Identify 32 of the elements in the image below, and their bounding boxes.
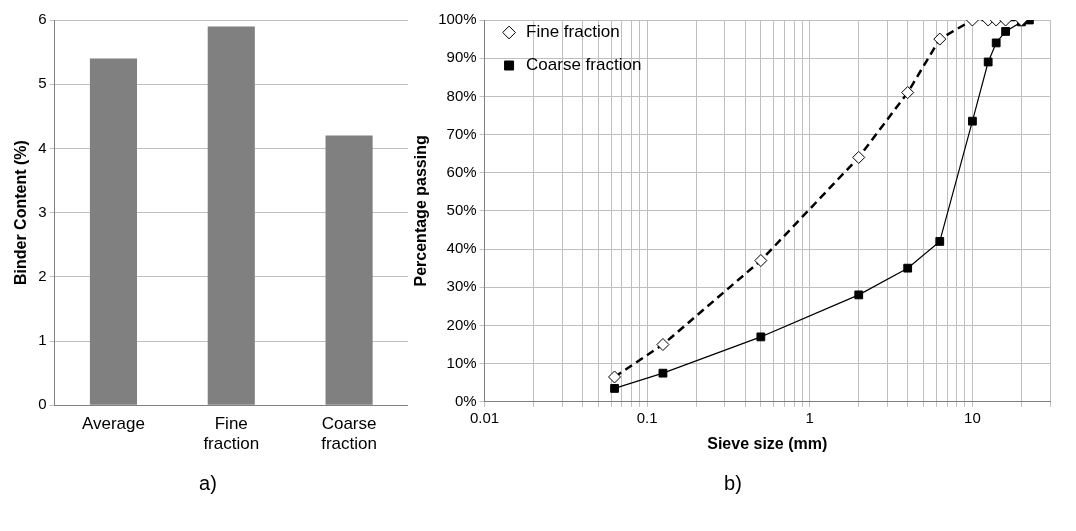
- y-axis-title: Percentage passing: [412, 135, 430, 287]
- y-tick-label: 1: [38, 331, 47, 349]
- y-axis-title: Binder Content (%): [12, 140, 30, 286]
- legend-label: Coarse fraction: [526, 55, 642, 75]
- text: a): [198, 472, 218, 495]
- y-tick-label: 30%: [446, 277, 477, 295]
- y-tick-label: 10%: [446, 353, 477, 371]
- y-tick-label: 6: [38, 10, 47, 28]
- y-tick-label: 100%: [438, 10, 477, 28]
- y-tick-label: 60%: [446, 162, 477, 180]
- y-tick-label: 70%: [446, 124, 477, 142]
- y-tick-label: 0: [38, 395, 47, 413]
- text: b): [723, 472, 743, 495]
- y-tick-label: 20%: [446, 315, 477, 333]
- y-tick-label: 3: [38, 202, 47, 220]
- x-tick-label: 0.1: [636, 408, 658, 426]
- y-tick-label: 90%: [446, 48, 477, 66]
- x-tick-label: Coarse fraction: [321, 414, 377, 454]
- legend-label: Fine fraction: [526, 22, 620, 42]
- x-tick-label: Fine fraction: [203, 414, 260, 454]
- x-tick-label: 10: [964, 408, 981, 426]
- y-tick-label: 2: [38, 266, 47, 284]
- y-tick-label: 0%: [454, 391, 477, 409]
- x-tick-label: Average: [81, 414, 145, 434]
- y-tick-label: 50%: [446, 201, 477, 219]
- x-axis-title: Sieve size (mm): [707, 434, 828, 452]
- x-tick-label: 1: [805, 408, 814, 426]
- y-tick-label: 4: [38, 138, 47, 156]
- y-tick-label: 40%: [446, 239, 477, 257]
- y-tick-label: 5: [38, 74, 47, 92]
- y-tick-label: 80%: [446, 86, 477, 104]
- x-tick-label: 0.01: [469, 408, 500, 426]
